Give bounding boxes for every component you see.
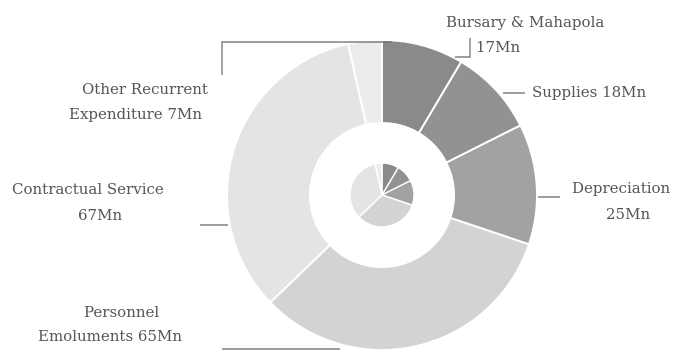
label-contractual-line1: Contractual Service (12, 180, 164, 198)
label-other-line2: Expenditure 7Mn (69, 105, 202, 123)
inner-slice-other (374, 162, 383, 196)
inner-slice-personnel (357, 194, 414, 228)
label-depreciation-line2: 25Mn (606, 205, 650, 223)
inner-pie (349, 162, 415, 228)
label-supplies: Supplies 18Mn (532, 83, 647, 101)
outer-ring (226, 38, 538, 351)
label-bursary-line1: Bursary & Mahapola (446, 13, 604, 31)
leader-line-other (221, 41, 392, 75)
label-other-line1: Other Recurrent (82, 80, 208, 98)
label-personnel-line2: Emoluments 65Mn (38, 327, 182, 345)
label-depreciation-line1: Depreciation (572, 179, 671, 197)
label-contractual-line2: 67Mn (78, 206, 122, 224)
leader-line-bursary (455, 38, 471, 58)
inner-slice-contractual (349, 162, 383, 219)
label-personnel-line1: Personnel (84, 303, 159, 321)
label-bursary-line2: 17Mn (476, 38, 520, 56)
